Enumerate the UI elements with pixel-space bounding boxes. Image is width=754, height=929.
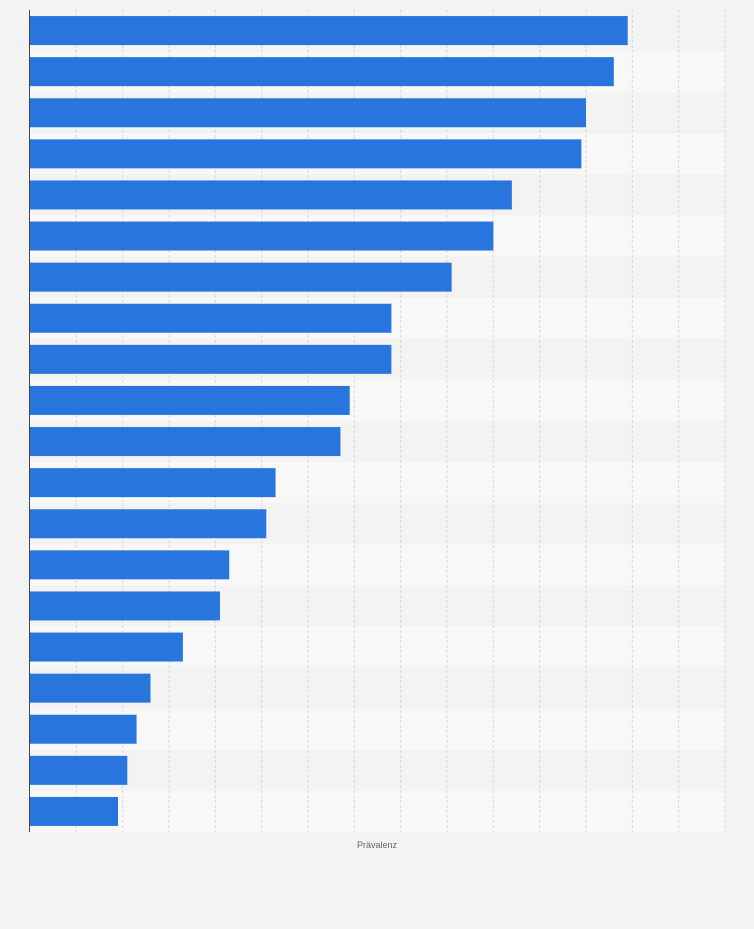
bar: [30, 427, 341, 457]
row-bands: [30, 10, 725, 832]
bar: [30, 591, 220, 621]
bar: [30, 98, 586, 128]
bar: [30, 221, 494, 251]
row-band: [30, 749, 725, 791]
bar: [30, 262, 452, 292]
bar: [30, 16, 628, 46]
bar: [30, 796, 119, 826]
row-band: [30, 708, 725, 750]
bar: [30, 57, 614, 87]
bar: [30, 385, 350, 415]
bar: [30, 303, 392, 333]
bar: [30, 673, 151, 703]
bar: [30, 550, 230, 580]
bar: [30, 755, 128, 785]
bar: [30, 139, 582, 169]
bar: [30, 632, 183, 662]
x-axis-label: Prävalenz: [357, 840, 398, 850]
bar: [30, 714, 137, 744]
bar: [30, 344, 392, 374]
bar: [30, 468, 276, 498]
bar: [30, 180, 512, 210]
bar: [30, 509, 267, 539]
bars: [30, 16, 628, 826]
row-band: [30, 790, 725, 832]
